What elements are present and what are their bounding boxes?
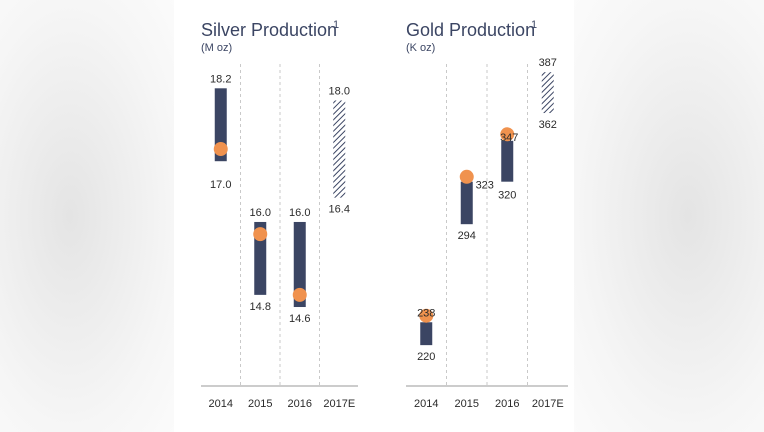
silver-tick-label-2015: 2015	[248, 398, 272, 410]
gold-point-2014	[419, 308, 434, 323]
gold-high-label-2014: 238	[417, 307, 435, 319]
gold-low-label-2015: 294	[458, 230, 476, 242]
gold-tick-label-2017E: 2017E	[532, 398, 564, 410]
silver-tick-label-2016: 2016	[288, 398, 312, 410]
background-right	[574, 0, 764, 432]
gold-chart-title: Gold Production	[406, 20, 535, 40]
silver-low-label-2016: 14.6	[289, 313, 310, 325]
gold-range-bar-2017E	[541, 72, 554, 114]
gold-tick-label-2016: 2016	[495, 398, 519, 410]
gold-chart-subtitle: (K oz)	[406, 42, 435, 54]
silver-tick-label-2014: 2014	[209, 398, 233, 410]
silver-chart-title: Silver Production	[201, 20, 337, 40]
gold-chart-title-superscript: 1	[531, 19, 537, 31]
silver-tick-label-2017E: 2017E	[323, 398, 355, 410]
silver-production-plot: 18.2 17.0 2014 16.0 14.8 2015 16.0 14.6 2016 18.0…	[201, 64, 358, 410]
gold-low-label-2014: 220	[417, 351, 435, 363]
silver-range-bar-2017E	[333, 100, 346, 198]
silver-low-label-2017E: 16.4	[329, 204, 350, 216]
silver-high-label-2016: 16.0	[289, 207, 310, 219]
background-left	[0, 0, 175, 432]
gold-range-bar-2016	[501, 140, 514, 182]
gold-point-2015	[459, 169, 474, 184]
gold-low-label-2016: 320	[498, 190, 516, 202]
gold-high-label-2016: 347	[500, 132, 518, 144]
silver-point-2014	[213, 142, 228, 157]
gold-tick-label-2015: 2015	[455, 398, 479, 410]
silver-low-label-2014: 17.0	[210, 179, 231, 191]
silver-high-label-2015: 16.0	[250, 207, 271, 219]
gold-low-label-2017E: 362	[539, 119, 557, 131]
silver-chart-subtitle: (M oz)	[201, 42, 232, 54]
silver-high-label-2014: 18.2	[210, 73, 231, 85]
silver-low-label-2015: 14.8	[250, 301, 271, 313]
gold-tick-label-2014: 2014	[414, 398, 438, 410]
silver-chart-title-superscript: 1	[333, 19, 339, 31]
silver-high-label-2017E: 18.0	[329, 85, 350, 97]
gold-range-bar-2015	[460, 181, 473, 225]
gold-high-label-2015: 323	[476, 180, 494, 192]
silver-range-bar-2016	[293, 221, 306, 308]
silver-point-2016	[292, 287, 307, 302]
gold-range-bar-2014	[420, 322, 433, 346]
gold-high-label-2017E: 387	[539, 57, 557, 69]
silver-point-2015	[253, 227, 268, 242]
gold-point-2016	[500, 127, 515, 142]
gold-production-plot: 238 220 2014 323 294 2015 347 320 2016 387 362 2017…	[406, 57, 568, 410]
